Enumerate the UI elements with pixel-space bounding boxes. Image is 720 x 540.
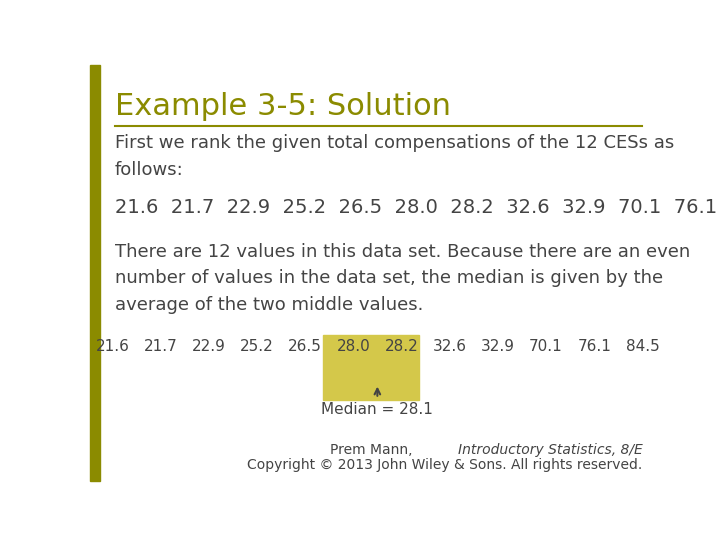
Text: 76.1: 76.1 xyxy=(577,339,611,354)
Text: 28.2: 28.2 xyxy=(384,339,418,354)
Text: Median = 28.1: Median = 28.1 xyxy=(321,402,433,416)
Text: 25.2: 25.2 xyxy=(240,339,274,354)
Text: Introductory Statistics, 8/E: Introductory Statistics, 8/E xyxy=(458,443,642,457)
Text: Copyright © 2013 John Wiley & Sons. All rights reserved.: Copyright © 2013 John Wiley & Sons. All … xyxy=(247,458,642,472)
Bar xyxy=(323,335,419,400)
Text: 21.7: 21.7 xyxy=(143,339,177,354)
Text: 21.6: 21.6 xyxy=(95,339,130,354)
Bar xyxy=(90,65,100,481)
Text: 21.6  21.7  22.9  25.2  26.5  28.0  28.2  32.6  32.9  70.1  76.1  84.5: 21.6 21.7 22.9 25.2 26.5 28.0 28.2 32.6 … xyxy=(115,198,720,217)
Text: 32.6: 32.6 xyxy=(433,339,467,354)
Text: Example 3-5: Solution: Example 3-5: Solution xyxy=(115,92,451,121)
Text: 70.1: 70.1 xyxy=(529,339,563,354)
Text: 32.9: 32.9 xyxy=(481,339,515,354)
Text: 28.0: 28.0 xyxy=(336,339,370,354)
Text: 26.5: 26.5 xyxy=(288,339,322,354)
Text: 22.9: 22.9 xyxy=(192,339,225,354)
Text: First we rank the given total compensations of the 12 CESs as
follows:: First we rank the given total compensati… xyxy=(115,134,675,179)
Text: 84.5: 84.5 xyxy=(626,339,660,354)
Text: Prem Mann,: Prem Mann, xyxy=(330,443,416,457)
Text: There are 12 values in this data set. Because there are an even
number of values: There are 12 values in this data set. Be… xyxy=(115,243,690,314)
